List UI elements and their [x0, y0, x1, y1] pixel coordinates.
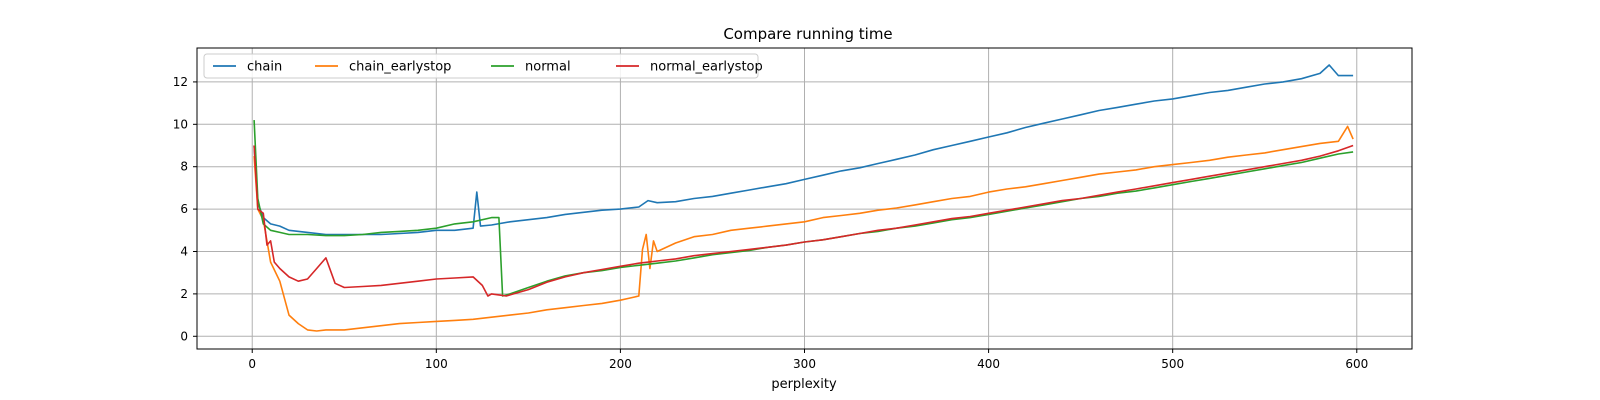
y-tick-label: 4 [180, 244, 188, 258]
x-axis-label: perplexity [771, 377, 837, 392]
y-tick-label: 10 [173, 117, 188, 131]
x-tick-label: 500 [1161, 357, 1184, 371]
series-line-chain-earlystop [253, 125, 1354, 332]
y-tick-label: 8 [180, 160, 188, 174]
legend-label: chain [247, 60, 282, 75]
x-tick-label: 400 [977, 357, 1000, 371]
legend-label: normal [525, 60, 571, 75]
series-line-normal [253, 120, 1354, 297]
grid [197, 48, 1412, 349]
legend-label: chain_earlystop [349, 60, 451, 75]
y-tick-label: 2 [180, 287, 188, 301]
x-tick-label: 200 [609, 357, 632, 371]
x-tick-label: 300 [793, 357, 816, 371]
x-axis-ticks: 0 100 200 300 400 500 600 [248, 349, 1368, 371]
y-tick-label: 0 [180, 329, 188, 343]
series-line-chain [253, 64, 1354, 236]
legend: chain chain_earlystop normal normal_earlyst… [203, 53, 763, 79]
series-lines [253, 64, 1354, 332]
legend-box [203, 53, 759, 79]
x-tick-label: 600 [1345, 357, 1368, 371]
chart-title: Compare running time [723, 25, 892, 43]
y-tick-label: 6 [180, 202, 188, 216]
y-axis-ticks: 0 2 4 6 8 10 12 [173, 75, 197, 343]
x-tick-label: 100 [425, 357, 448, 371]
series-line-normal-earlystop [253, 144, 1354, 297]
legend-label: normal_earlystop [650, 60, 763, 75]
y-tick-label: 12 [173, 75, 188, 89]
x-tick-label: 0 [248, 357, 256, 371]
